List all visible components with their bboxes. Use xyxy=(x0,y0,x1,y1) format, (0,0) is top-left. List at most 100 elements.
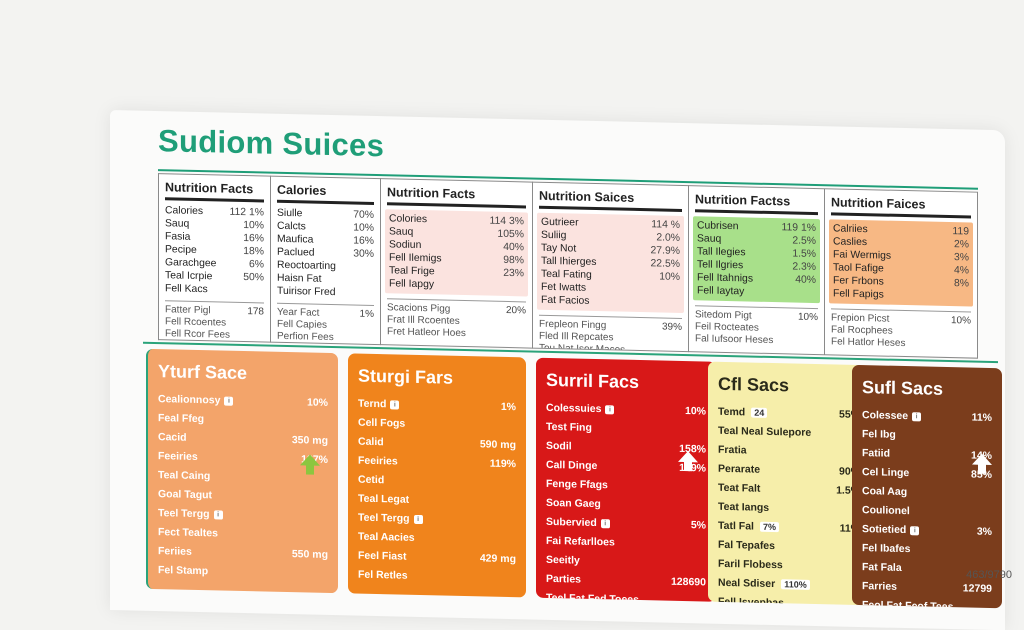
panel-row: Fell Fapigs xyxy=(833,287,969,303)
row-label: Seeitly xyxy=(546,553,580,567)
panel-header: Nutrition Facts xyxy=(165,180,264,203)
row-label: Fel Hatlor Heses xyxy=(831,336,906,350)
row-label: Tall Ilegies xyxy=(697,246,746,259)
row-label: Fell Isyepbas xyxy=(718,595,784,606)
row-value: 16% xyxy=(243,233,264,245)
row-label: Feal Ffeg xyxy=(158,412,205,426)
row-value: 5% xyxy=(690,519,706,532)
sauce-card: Cfl Sacs Temd 24 55% Teal Neal Sulepore Frati… xyxy=(708,361,870,606)
row-label: Tay Not xyxy=(541,242,577,255)
row-label: Soan Gaeg xyxy=(546,496,601,511)
row-value: 16% xyxy=(353,235,374,247)
nutrition-panel: Calories Siulle 70% Calcts 10% Maufica 16% Pacl… xyxy=(270,175,380,346)
info-badge-icon: i xyxy=(910,525,920,536)
row-label: Cealionnosy xyxy=(158,393,221,407)
row-label: Tall Ihierges xyxy=(541,255,597,269)
row-label: Coulionel xyxy=(862,504,910,518)
row-label: Fel Ibafes xyxy=(862,542,911,556)
panel-footer: Sitedom Pigt 10% Feil Rocteates Fal Iufsoor… xyxy=(695,305,818,349)
row-value: 2.0% xyxy=(656,232,680,244)
row-label: Fatiid xyxy=(862,447,890,460)
row-label: Calriies xyxy=(833,223,868,236)
row-value: 550 mg xyxy=(291,548,328,561)
row-label: Siulle xyxy=(277,207,303,220)
row-value: 50% xyxy=(243,272,264,284)
row-label: Haisn Fat xyxy=(277,272,322,285)
row-value: 27.9% xyxy=(650,245,680,257)
row-label: Fet Iwatts xyxy=(541,281,587,294)
panel-body: Cubrisen 119 1% Sauq 2.5% Tall Ilegies 1.5% Te… xyxy=(693,216,820,304)
row-label: Fat Facios xyxy=(541,294,590,307)
row-label: Neal Sdiser xyxy=(718,576,776,591)
panel-body: Calriies 119 Caslies 2% Fai Wermigs 3% Taol Fa… xyxy=(829,219,973,307)
footer-row: Fal Iufsoor Heses xyxy=(695,333,818,348)
panel-header: Nutrition Faices xyxy=(831,195,971,219)
row-label: Teal Frige xyxy=(389,265,435,278)
footer-row: Fret Hatleor Hoes xyxy=(387,326,526,341)
row-value: 119% xyxy=(489,457,516,471)
row-label: Feeiries xyxy=(158,450,198,463)
card-title: Sufl Sacs xyxy=(862,377,944,399)
row-value: 3% xyxy=(976,525,992,539)
row-value: 2% xyxy=(953,239,969,251)
row-label: Call Dinge xyxy=(546,458,598,473)
arrow-up-icon xyxy=(678,451,698,472)
row-label: Fratia xyxy=(718,443,747,457)
row-label: Perarate xyxy=(718,462,761,476)
row-label: Pecipe xyxy=(165,244,197,256)
row-label: Feol Fat Feof Tees xyxy=(862,599,954,609)
row-label: Fer Frbons xyxy=(833,275,884,288)
row-value: 105% xyxy=(497,228,524,241)
row-value: 39% xyxy=(661,321,682,333)
panel-row: Fell Kacs xyxy=(165,282,264,297)
row-label: Ternd xyxy=(358,397,387,411)
nutrition-panel: Nutrition Faices Calriies 119 Caslies 2% Fai … xyxy=(824,188,978,359)
footer-row: Perfion Fees xyxy=(277,331,374,345)
row-label: Fell Iapgy xyxy=(389,278,435,291)
panel-row: Fat Facios xyxy=(541,294,680,310)
row-value: 10% xyxy=(306,396,328,409)
footer-row: Fell Rcor Fees xyxy=(165,328,264,342)
sauce-card: Surril Facs Colessuies i 10% Test Fing Sodil 1… xyxy=(536,357,716,602)
row-label: Fell Fapigs xyxy=(833,288,884,301)
row-label: Calories xyxy=(165,205,204,218)
row-value: 12799 xyxy=(962,582,992,596)
info-badge-icon: i xyxy=(912,411,922,422)
row-value: 1% xyxy=(500,400,516,414)
row-label: Fel Ibg xyxy=(862,428,896,441)
row-label: Sodiun xyxy=(389,239,422,252)
value-box: 7% xyxy=(759,521,779,533)
watermark: 463/9790 xyxy=(966,569,1012,581)
row-label: Teal Caing xyxy=(158,469,211,483)
row-label: Test Fing xyxy=(546,420,592,434)
card-title: Yturf Sace xyxy=(158,361,248,384)
info-badge-icon: i xyxy=(224,396,234,406)
row-label: Teat Falt xyxy=(718,481,761,495)
row-value: 178 xyxy=(247,306,264,318)
row-value: 22.5% xyxy=(650,258,680,270)
row-label: Teal Neal Sulepore xyxy=(718,424,812,439)
row-label: Coal Aag xyxy=(862,485,908,499)
card-title: Cfl Sacs xyxy=(718,373,790,396)
row-label: Caslies xyxy=(833,236,868,249)
row-label: Colessee xyxy=(862,409,909,423)
row-value: 2.3% xyxy=(792,261,816,274)
row-label: Fect Tealtes xyxy=(158,526,218,540)
row-value: 18% xyxy=(243,246,264,258)
row-value: 128690 xyxy=(670,575,706,589)
row-value: 429 mg xyxy=(479,552,516,566)
row-label: Subervied xyxy=(546,515,597,530)
row-value: 114 3% xyxy=(489,215,524,228)
row-label: Fell Rcor Fees xyxy=(165,328,231,341)
row-value: 590 mg xyxy=(479,438,516,452)
panel-row: Fell Iaytay xyxy=(697,284,816,300)
panel-header: Nutrition Saices xyxy=(539,188,682,212)
row-value: 10% xyxy=(684,405,706,418)
row-label: Taol Fafige xyxy=(833,262,884,275)
row-label: Tell Ilgries xyxy=(697,259,744,272)
row-label: Fell Itahnigs xyxy=(697,272,754,285)
row-value: 1% xyxy=(359,308,374,320)
row-label: Suliig xyxy=(541,229,567,242)
panel-body: Colories 114 3% Sauq 105% Sodiun 40% Fell Ilem… xyxy=(385,209,528,297)
